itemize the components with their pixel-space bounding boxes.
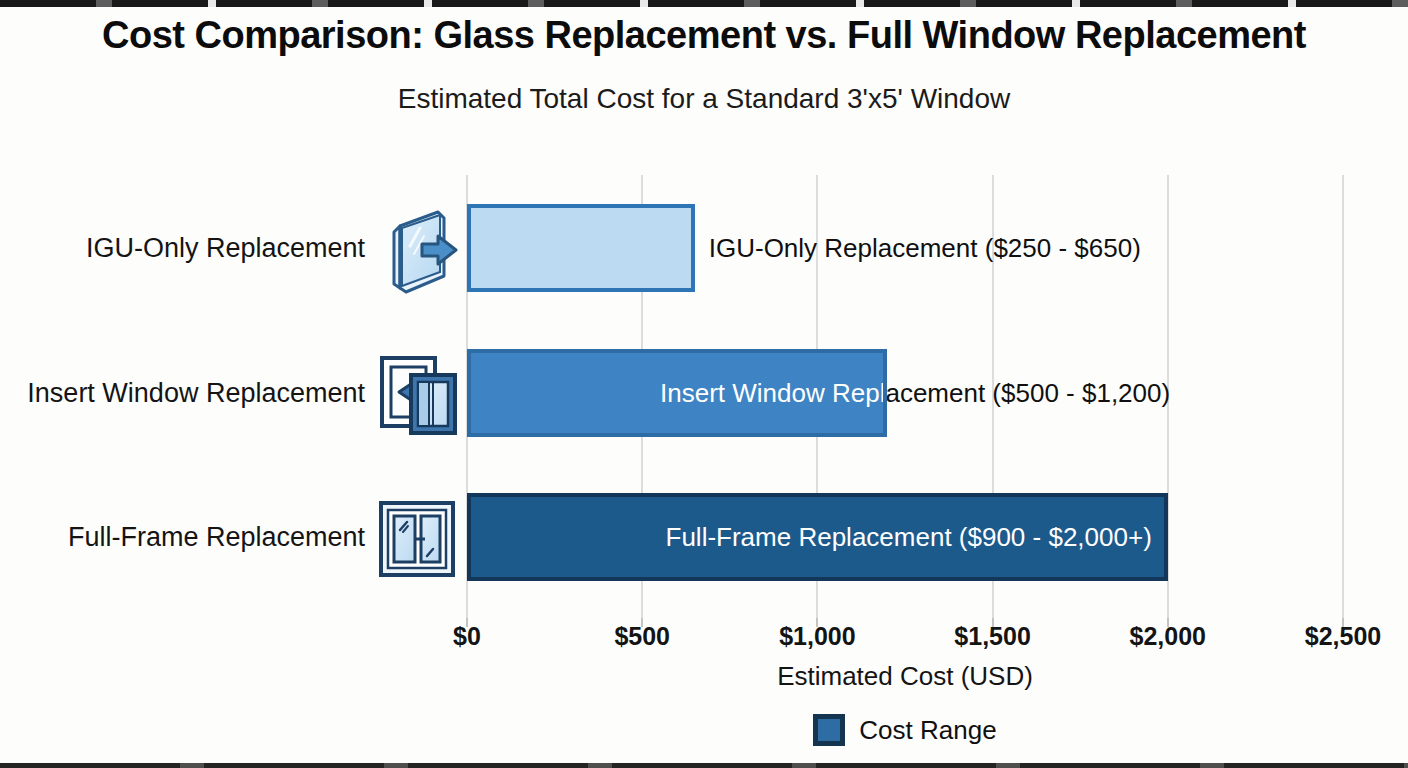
bar-full-frame: Full-Frame Replacement ($900 - $2,000+): [467, 493, 1168, 581]
x-tick-label: $1,500: [954, 622, 1030, 651]
bottom-edge-artifact: [0, 763, 1408, 768]
insert-window-icon: [375, 353, 459, 441]
bar-value-label-igu-only: IGU-Only Replacement ($250 - $650): [709, 204, 1141, 292]
full-frame-window-icon: [375, 498, 459, 584]
plot-area: IGU-Only Replacement ($250 - $650) Inser…: [467, 175, 1343, 618]
bar-row-igu-only: IGU-Only Replacement ($250 - $650): [467, 204, 1343, 292]
category-label-igu-only: IGU-Only Replacement: [0, 204, 365, 292]
bar-insert-window: Insert Window Replacement ($500 - $1,200…: [467, 349, 887, 437]
top-edge-artifact: [0, 0, 1408, 7]
legend: Cost Range: [467, 711, 1343, 749]
bar-label-clip: Insert Window Replacement ($500 - $1,200…: [471, 353, 883, 433]
bar-value-label-full-frame: Full-Frame Replacement ($900 - $2,000+): [666, 497, 1152, 577]
x-tick-label: $0: [453, 622, 481, 651]
cost-comparison-chart: Cost Comparison: Glass Replacement vs. F…: [0, 0, 1408, 768]
chart-subtitle: Estimated Total Cost for a Standard 3'x5…: [0, 83, 1408, 115]
category-label-full-frame: Full-Frame Replacement: [0, 493, 365, 581]
bar-igu-only: [467, 204, 695, 292]
legend-swatch: [813, 714, 845, 746]
chart-title: Cost Comparison: Glass Replacement vs. F…: [0, 14, 1408, 57]
legend-label: Cost Range: [859, 715, 996, 746]
bar-row-insert-window: Insert Window Replacement ($500 - $1,200…: [467, 349, 1343, 437]
x-axis-title: Estimated Cost (USD): [467, 661, 1343, 692]
x-axis-tick-labels: $0 $500 $1,000 $1,500 $2,000 $2,500: [467, 622, 1343, 654]
bar-value-label-insert-window-overlay: Insert Window Replacement ($500 - $1,200…: [660, 353, 883, 433]
x-tick-label: $1,000: [779, 622, 855, 651]
igu-glass-pane-icon: [386, 206, 460, 298]
x-tick-label: $2,000: [1130, 622, 1206, 651]
bar-row-full-frame: Full-Frame Replacement ($900 - $2,000+): [467, 493, 1343, 581]
x-tick-label: $500: [614, 622, 670, 651]
category-label-insert-window: Insert Window Replacement: [0, 349, 365, 437]
x-tick-label: $2,500: [1305, 622, 1381, 651]
